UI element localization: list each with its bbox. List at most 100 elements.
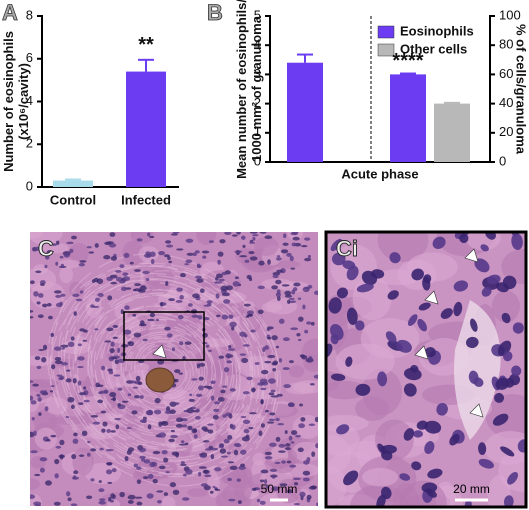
nucleus [95,382,100,388]
nucleus [214,281,223,284]
nucleus [126,449,132,455]
nucleus [192,252,197,257]
nucleus [298,316,304,322]
nucleus [136,466,142,470]
nucleus [108,497,112,502]
nucleus [202,440,210,443]
nucleus [330,323,344,341]
nucleus [453,301,463,317]
nucleus [165,280,169,287]
nucleus [403,383,417,397]
nucleus [302,304,306,310]
nucleus [404,367,422,381]
tissue [326,466,347,506]
nucleus [236,232,241,235]
nucleus [129,261,134,265]
nucleus [139,395,144,399]
nucleus [49,390,54,393]
nucleus [239,331,247,337]
nucleus [240,449,247,455]
nucleus [31,416,35,421]
scale-bar-label: 20 mm [453,482,490,496]
fiber-ring [134,341,194,399]
nucleus [195,415,201,420]
nucleus [73,311,77,316]
y-tick-label: 80 [499,37,513,52]
panel-label: A [2,0,18,25]
nucleus [331,252,346,266]
tissue [288,365,305,378]
nucleus [143,459,151,464]
nucleus [147,232,151,237]
nucleus [264,451,272,456]
nucleus [227,348,236,351]
nucleus [121,344,129,348]
nucleus [110,430,116,433]
nucleus [449,433,460,446]
nucleus [236,478,241,482]
nucleus [79,290,84,294]
nucleus [79,454,85,457]
nucleus [411,268,424,281]
nucleus [55,302,63,308]
nucleus [72,475,77,480]
nucleus [140,320,145,326]
nucleus [222,414,227,418]
nucleus [158,250,166,256]
nucleus [35,270,42,274]
nucleus [487,274,501,285]
nucleus [151,461,158,467]
nucleus [196,278,204,283]
nucleus [53,290,62,294]
nucleus [30,395,34,401]
nucleus [198,471,202,477]
nucleus [179,443,187,446]
nucleus [224,232,232,235]
tissue [161,496,176,506]
nucleus [73,432,78,437]
nucleus [242,419,251,425]
nucleus [246,376,253,381]
nucleus [264,479,268,484]
nucleus [272,368,277,372]
nucleus [480,244,489,252]
nucleus [102,421,108,427]
nucleus [117,403,121,407]
nucleus [55,261,59,266]
nucleus [287,489,293,494]
nucleus [163,492,169,496]
nucleus [136,238,143,242]
nucleus [115,424,120,430]
nucleus [145,278,150,281]
nucleus [234,444,242,448]
nucleus [272,274,279,279]
nucleus [290,441,295,444]
nucleus [396,339,412,353]
nucleus [223,366,230,373]
nucleus [292,236,300,241]
nucleus [478,458,494,469]
arrowhead [464,248,479,263]
nucleus [120,309,124,315]
nucleus [502,275,517,290]
significance: ** [138,34,154,56]
nucleus [137,289,146,293]
y2-axis-label: % of cells/granuloma [514,24,529,155]
nucleus [275,417,280,422]
nucleus [110,398,116,401]
nucleus [196,408,200,412]
nucleus [221,292,230,297]
fiber-ring [87,288,241,452]
nucleus [175,300,183,303]
nucleus [436,403,448,416]
nucleus [106,428,111,433]
nucleus [121,400,129,403]
panel-label: B [207,0,223,25]
nucleus [267,336,272,340]
nucleus [295,434,302,438]
tissue [133,362,150,373]
nucleus [30,280,35,285]
nucleus [202,255,207,259]
nucleus [241,357,249,364]
nucleus [155,318,160,322]
